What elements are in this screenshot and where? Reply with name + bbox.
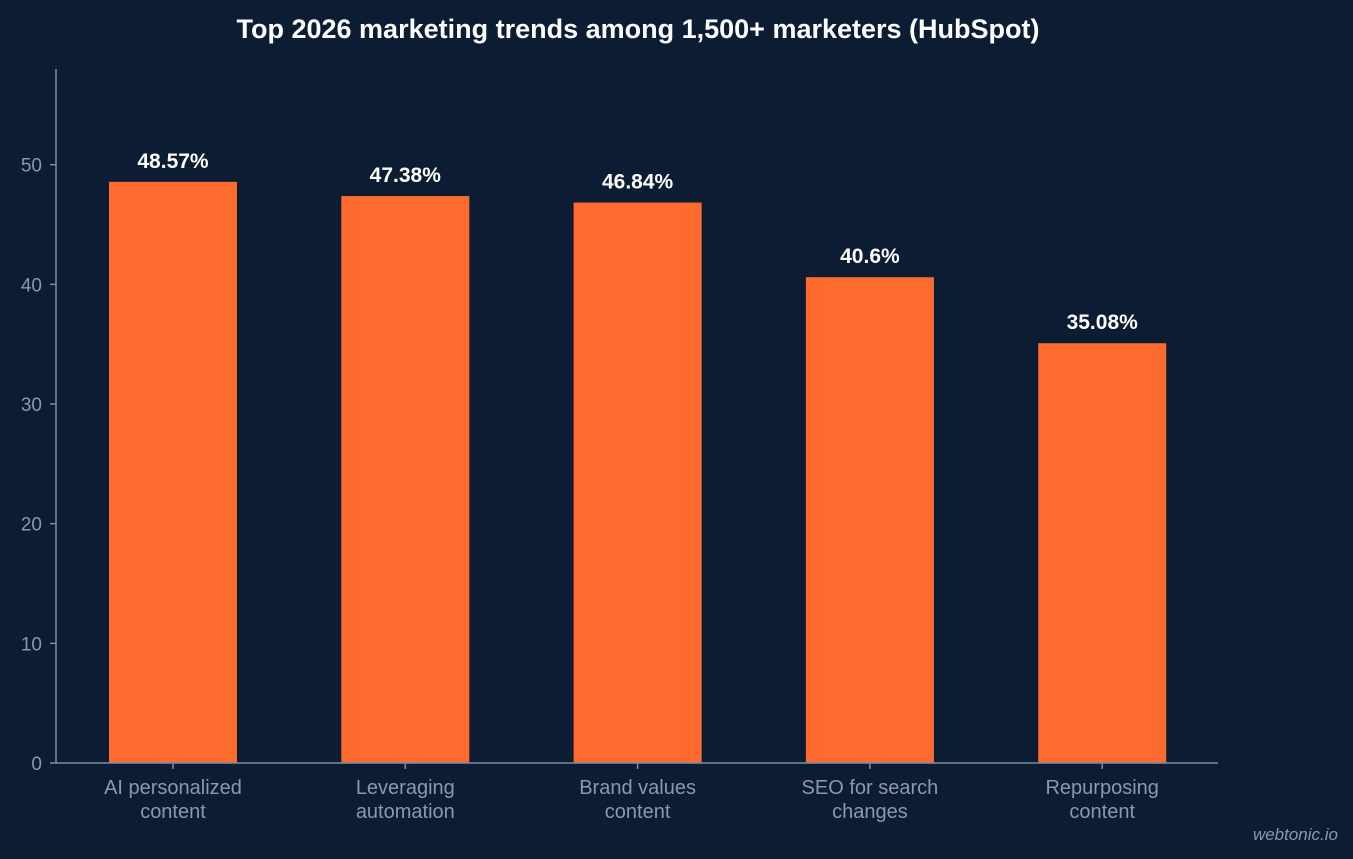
x-tick-label: Brand values [579,777,696,799]
bar [109,181,237,763]
chart-title: Top 2026 marketing trends among 1,500+ m… [237,14,1040,44]
bar [341,196,470,763]
bar [573,202,702,764]
x-tick-label: automation [356,801,455,823]
plot-area: 0 10 20 30 40 50 48.57% 47.38% 46.84% 40.6% 35.08… [21,69,1218,823]
data-labels: 48.57% 47.38% 46.84% 40.6% 35.08% [137,150,1138,334]
x-tick-label: Repurposing [1045,777,1158,799]
data-label: 40.6% [840,245,900,268]
x-tick-label: SEO for search [802,777,939,799]
y-tick-label: 40 [21,275,42,296]
x-tick-label: content [1069,801,1135,823]
watermark: webtonic.io [1253,825,1338,844]
x-tick-label: changes [832,801,908,823]
bar [1038,343,1167,763]
data-label: 47.38% [370,164,442,187]
y-tick-label: 0 [31,754,42,775]
data-label: 46.84% [602,171,674,194]
y-axis-ticks: 0 10 20 30 40 50 [21,156,56,775]
x-tick-label: Leveraging [356,777,455,799]
y-tick-label: 30 [21,395,42,416]
y-tick-label: 20 [21,515,42,536]
data-label: 35.08% [1067,311,1139,334]
x-tick-label: content [140,801,206,823]
y-tick-label: 50 [21,156,42,177]
data-label: 48.57% [137,150,209,173]
x-tick-label: content [605,801,671,823]
y-tick-label: 10 [21,634,42,655]
x-axis-ticks: AI personalizedcontentLeveragingautomati… [104,763,1159,823]
bar-series [109,181,1167,764]
bar [805,277,934,763]
x-tick-label: AI personalized [104,777,242,799]
